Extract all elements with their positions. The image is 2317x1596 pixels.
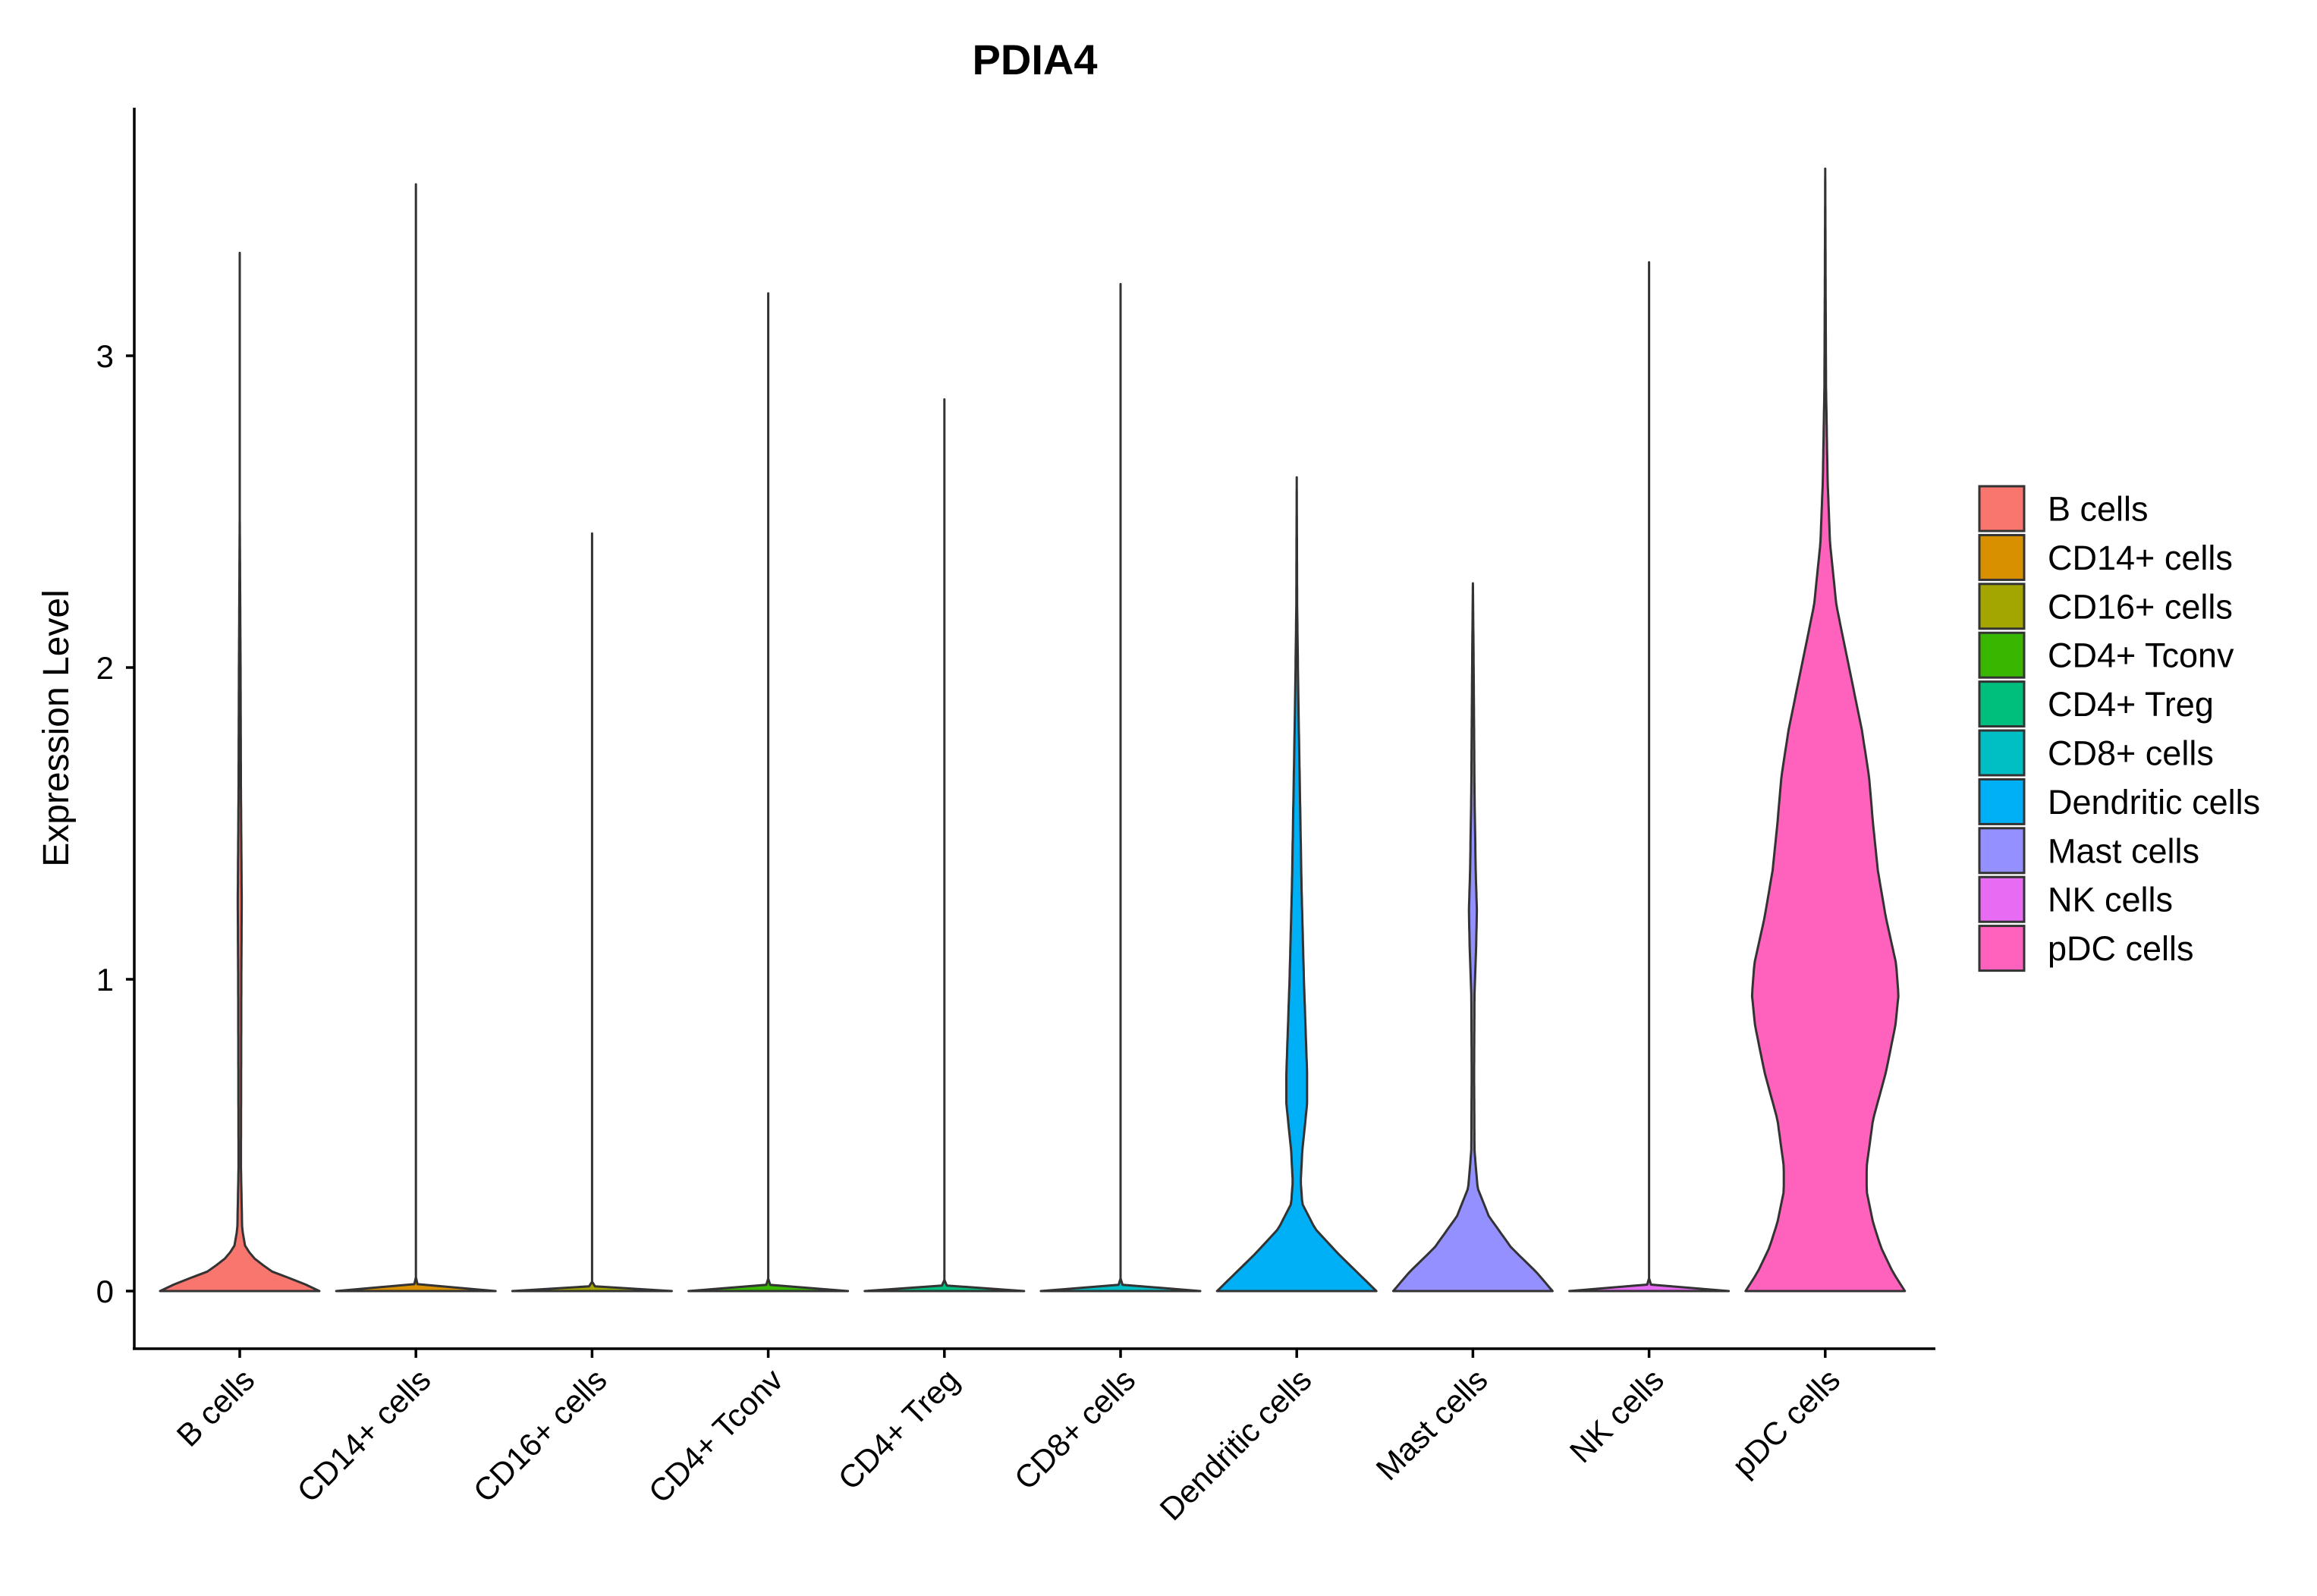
violin-mast-cells: [1391, 582, 1554, 1293]
violin-cd4plus-treg: [863, 398, 1026, 1293]
legend-swatch-cd8plus-cells: [1978, 729, 2026, 777]
legend-swatch-pdc-cells: [1978, 925, 2026, 972]
legend-label-cd16plus-cells: CD16+ cells: [2048, 587, 2233, 626]
legend-label-pdc-cells: pDC cells: [2048, 929, 2194, 968]
legend-swatch-cd4plus-tconv: [1978, 631, 2026, 679]
y-tick-label: 1: [96, 962, 114, 998]
chart-title: PDIA4: [973, 36, 1098, 83]
legend: B cells CD14+ cells CD16+ cells CD4+ Tconv C…: [1978, 485, 2260, 972]
y-tick-label: 2: [96, 650, 114, 686]
violin-cd8plus-cells: [1039, 283, 1202, 1293]
legend-label-dendritic-cells: Dendritic cells: [2048, 783, 2260, 822]
violins-layer: [159, 167, 1907, 1293]
legend-swatch-cd4plus-treg: [1978, 680, 2026, 728]
y-axis-ticks: 0 1 2 3: [96, 338, 134, 1309]
legend-swatch-cd14plus-cells: [1978, 533, 2026, 581]
legend-label-cd4plus-tconv: CD4+ Tconv: [2048, 636, 2234, 675]
legend-swatch-cd16plus-cells: [1978, 583, 2026, 630]
legend-label-cd4plus-treg: CD4+ Treg: [2048, 685, 2214, 724]
y-tick-label: 0: [96, 1274, 114, 1309]
legend-label-mast-cells: Mast cells: [2048, 831, 2199, 870]
legend-label-cd8plus-cells: CD8+ cells: [2048, 734, 2214, 773]
legend-swatch-dendritic-cells: [1978, 778, 2026, 825]
legend-label-cd14plus-cells: CD14+ cells: [2048, 539, 2233, 577]
violin-cd16plus-cells: [511, 532, 673, 1293]
legend-label-b-cells: B cells: [2048, 490, 2149, 529]
legend-swatch-nk-cells: [1978, 875, 2026, 923]
legend-swatch-mast-cells: [1978, 827, 2026, 875]
y-axis-label: Expression Level: [36, 589, 77, 867]
y-tick-label: 3: [96, 338, 114, 374]
legend-swatch-b-cells: [1978, 485, 2026, 533]
violin-cd4plus-tconv: [687, 292, 850, 1293]
violin-pdc-cells: [1744, 167, 1907, 1293]
violin-nk-cells: [1568, 261, 1731, 1293]
violin-dendritic-cells: [1215, 476, 1378, 1293]
legend-label-nk-cells: NK cells: [2048, 881, 2173, 919]
violin-cd14plus-cells: [335, 183, 497, 1293]
violin-b-cells: [159, 251, 321, 1293]
